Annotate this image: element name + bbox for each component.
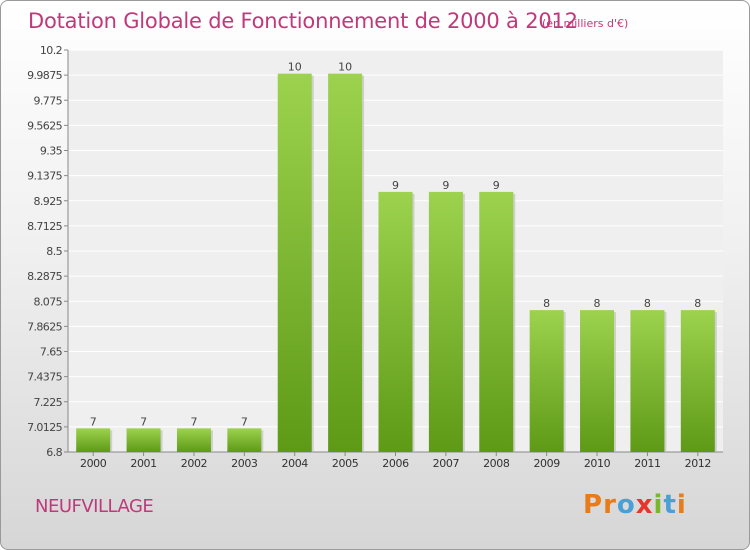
chart-title: Dotation Globale de Fonctionnement de 20… — [28, 9, 578, 33]
bar — [630, 310, 665, 452]
x-tick-label: 2006 — [382, 457, 409, 470]
x-tick-label: 2012 — [685, 457, 711, 470]
proxiti-logo: Proxiti — [583, 490, 687, 520]
bar — [176, 428, 211, 452]
y-tick-label: 8.925 — [34, 195, 63, 208]
bar — [428, 191, 463, 452]
y-tick-label: 10.2 — [40, 44, 62, 57]
y-tick-label: 7.225 — [34, 396, 63, 409]
x-tick-label: 2005 — [332, 457, 359, 470]
x-tick-label: 2000 — [80, 457, 107, 470]
x-tick-label: 2011 — [634, 457, 660, 470]
bar — [227, 428, 262, 452]
bar-value-label: 7 — [90, 415, 97, 428]
y-tick-label: 8.2875 — [27, 270, 62, 283]
y-tick-label: 9.775 — [34, 94, 63, 107]
logo-letter: t — [663, 490, 677, 520]
bar-value-label: 7 — [140, 415, 147, 428]
bar — [378, 191, 413, 452]
bar-value-label: 9 — [493, 179, 500, 192]
y-tick-label: 9.1375 — [27, 170, 62, 183]
logo-letter: i — [653, 490, 664, 520]
bar-value-label: 10 — [338, 61, 352, 74]
y-tick-label: 7.65 — [40, 346, 63, 359]
bar — [277, 73, 312, 452]
bar — [680, 310, 715, 452]
x-tick-label: 2003 — [231, 457, 258, 470]
y-tick-label: 8.7125 — [27, 220, 62, 233]
bar — [76, 428, 111, 452]
bar-value-label: 7 — [241, 415, 248, 428]
x-tick-label: 2007 — [433, 457, 460, 470]
bar — [479, 191, 514, 452]
y-tick-label: 7.4375 — [27, 371, 62, 384]
bar-value-label: 8 — [694, 297, 701, 310]
x-tick-label: 2008 — [483, 457, 510, 470]
bar — [328, 73, 363, 452]
y-tick-label: 7.0125 — [27, 421, 62, 434]
x-tick-label: 2001 — [130, 457, 156, 470]
y-tick-label: 8.5 — [46, 245, 62, 258]
logo-letter: x — [635, 490, 654, 520]
logo-letter: o — [616, 490, 636, 520]
bar-value-label: 7 — [190, 415, 197, 428]
x-tick-label: 2002 — [181, 457, 207, 470]
bar-value-label: 9 — [442, 179, 449, 192]
bar-value-label: 10 — [288, 61, 302, 74]
chart-unit: (en milliers d'€) — [542, 17, 629, 30]
bar-value-label: 9 — [392, 179, 399, 192]
x-tick-label: 2009 — [533, 457, 560, 470]
logo-letter: i — [676, 490, 687, 520]
place-name: NEUFVILLAGE — [35, 496, 154, 517]
logo-letter: P — [583, 490, 604, 520]
bar-value-label: 8 — [594, 297, 601, 310]
x-tick-label: 2010 — [584, 457, 611, 470]
x-tick-label: 2004 — [282, 457, 309, 470]
y-tick-label: 9.35 — [40, 145, 63, 158]
y-tick-label: 7.8625 — [27, 320, 62, 333]
bar-value-label: 8 — [543, 297, 550, 310]
bar-value-label: 8 — [644, 297, 651, 310]
bar — [126, 428, 161, 452]
y-tick-label: 9.5625 — [27, 119, 62, 132]
logo-letter: r — [603, 490, 617, 520]
bar — [580, 310, 615, 452]
y-tick-label: 6.8 — [46, 446, 62, 459]
y-tick-label: 8.075 — [34, 295, 63, 308]
bar — [529, 310, 564, 452]
y-tick-label: 9.9875 — [27, 69, 62, 82]
